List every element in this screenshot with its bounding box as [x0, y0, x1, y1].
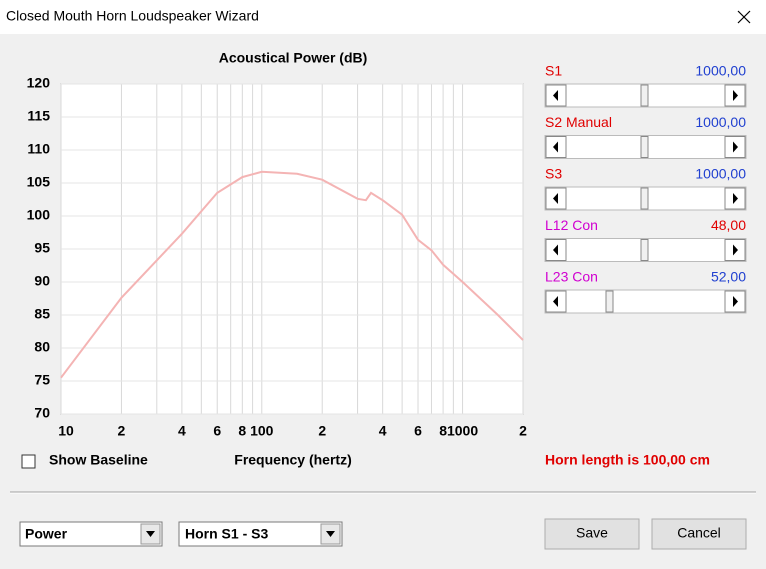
- checkbox-label[interactable]: Show Baseline: [49, 452, 148, 468]
- x-tick-label: 4: [178, 423, 186, 439]
- slider-label: S1: [545, 63, 562, 79]
- slider[interactable]: [544, 135, 747, 159]
- x-tick-label: 6: [213, 423, 221, 439]
- checkbox[interactable]: [21, 454, 36, 469]
- x-tick-label: 2: [318, 423, 326, 439]
- arrow-icon: [733, 244, 738, 256]
- x-tick-label: 2: [118, 423, 126, 439]
- arrow-icon: [733, 296, 738, 307]
- arrow-icon: [553, 90, 558, 101]
- y-tick-label: 70: [34, 405, 50, 421]
- window-title: Closed Mouth Horn Loudspeaker Wizard: [6, 8, 259, 24]
- y-tick-label: 120: [27, 75, 51, 91]
- slider-thumb[interactable]: [640, 187, 649, 210]
- y-tick-label: 90: [34, 273, 50, 289]
- x-tick-label: 6: [414, 423, 422, 439]
- arrow-icon: [553, 296, 558, 307]
- title-bar: [0, 0, 766, 34]
- slider-thumb[interactable]: [605, 290, 614, 313]
- slider[interactable]: [544, 83, 747, 108]
- arrow-icon: [553, 244, 558, 256]
- dropdown[interactable]: Horn S1 - S3: [178, 521, 343, 547]
- button-label[interactable]: Save: [576, 525, 608, 541]
- dropdown-text[interactable]: Power: [25, 526, 68, 542]
- button[interactable]: Cancel: [651, 518, 747, 550]
- slider-value: 48,00: [711, 217, 746, 233]
- y-tick-label: 105: [27, 174, 51, 190]
- y-tick-label: 80: [34, 339, 50, 355]
- y-tick-label: 95: [34, 240, 50, 256]
- x-tick-label: 10: [58, 423, 74, 439]
- slider-label: S3: [545, 166, 562, 182]
- button-label[interactable]: Cancel: [677, 525, 721, 541]
- arrow-icon: [733, 90, 738, 101]
- x-tick-label: 2: [519, 423, 527, 439]
- x-tick-label: 8: [439, 423, 447, 439]
- slider-thumb[interactable]: [640, 239, 649, 261]
- x-tick-label: 1000: [447, 423, 478, 439]
- slider-label: L12 Con: [545, 217, 598, 233]
- x-tick-label: 100: [250, 423, 274, 439]
- arrow-icon: [553, 141, 558, 153]
- slider[interactable]: [544, 186, 747, 211]
- x-tick-label: 8: [238, 423, 246, 439]
- arrow-icon: [553, 193, 558, 204]
- slider-label: L23 Con: [545, 269, 598, 285]
- y-tick-label: 110: [27, 141, 50, 157]
- slider[interactable]: [544, 289, 747, 314]
- slider-label: S2 Manual: [545, 114, 612, 130]
- y-tick-label: 115: [27, 108, 50, 124]
- slider-value: 1000,00: [695, 63, 746, 79]
- close-button[interactable]: [737, 10, 751, 24]
- x-tick-label: 4: [379, 423, 387, 439]
- power-curve: [60, 170, 524, 379]
- slider-track: [544, 289, 747, 314]
- slider-value: 52,00: [711, 269, 746, 285]
- arrow-icon: [733, 193, 738, 204]
- button[interactable]: Save: [544, 518, 640, 550]
- dropdown-text[interactable]: Horn S1 - S3: [185, 526, 268, 542]
- slider-thumb[interactable]: [640, 136, 649, 158]
- y-tick-label: 100: [27, 207, 51, 223]
- x-axis-label: Frequency (hertz): [234, 452, 351, 468]
- y-tick-label: 75: [34, 372, 50, 388]
- y-tick-label: 85: [34, 306, 50, 322]
- arrow-icon: [733, 141, 738, 153]
- chart-title: Acoustical Power (dB): [219, 50, 368, 66]
- slider-thumb[interactable]: [640, 84, 649, 107]
- slider-value: 1000,00: [695, 114, 746, 130]
- horn-length: Horn length is 100,00 cm: [545, 452, 710, 468]
- dropdown[interactable]: Power: [19, 521, 163, 547]
- slider-value: 1000,00: [695, 166, 746, 182]
- slider[interactable]: [544, 238, 747, 262]
